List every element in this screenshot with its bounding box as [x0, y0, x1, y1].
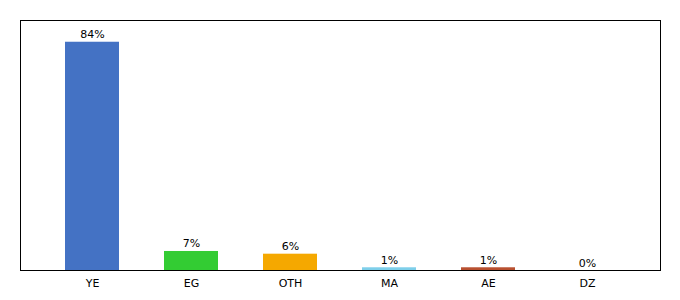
svg-text:84%: 84% — [80, 28, 104, 41]
svg-text:0%: 0% — [579, 257, 596, 270]
svg-text:YE: YE — [85, 277, 100, 290]
svg-text:OTH: OTH — [279, 277, 303, 290]
svg-text:DZ: DZ — [579, 277, 595, 290]
svg-text:1%: 1% — [480, 254, 497, 267]
svg-text:1%: 1% — [381, 254, 398, 267]
svg-text:MA: MA — [381, 277, 398, 290]
svg-text:AE: AE — [481, 277, 496, 290]
svg-text:7%: 7% — [183, 237, 200, 250]
svg-text:EG: EG — [184, 277, 199, 290]
svg-text:6%: 6% — [282, 240, 299, 253]
